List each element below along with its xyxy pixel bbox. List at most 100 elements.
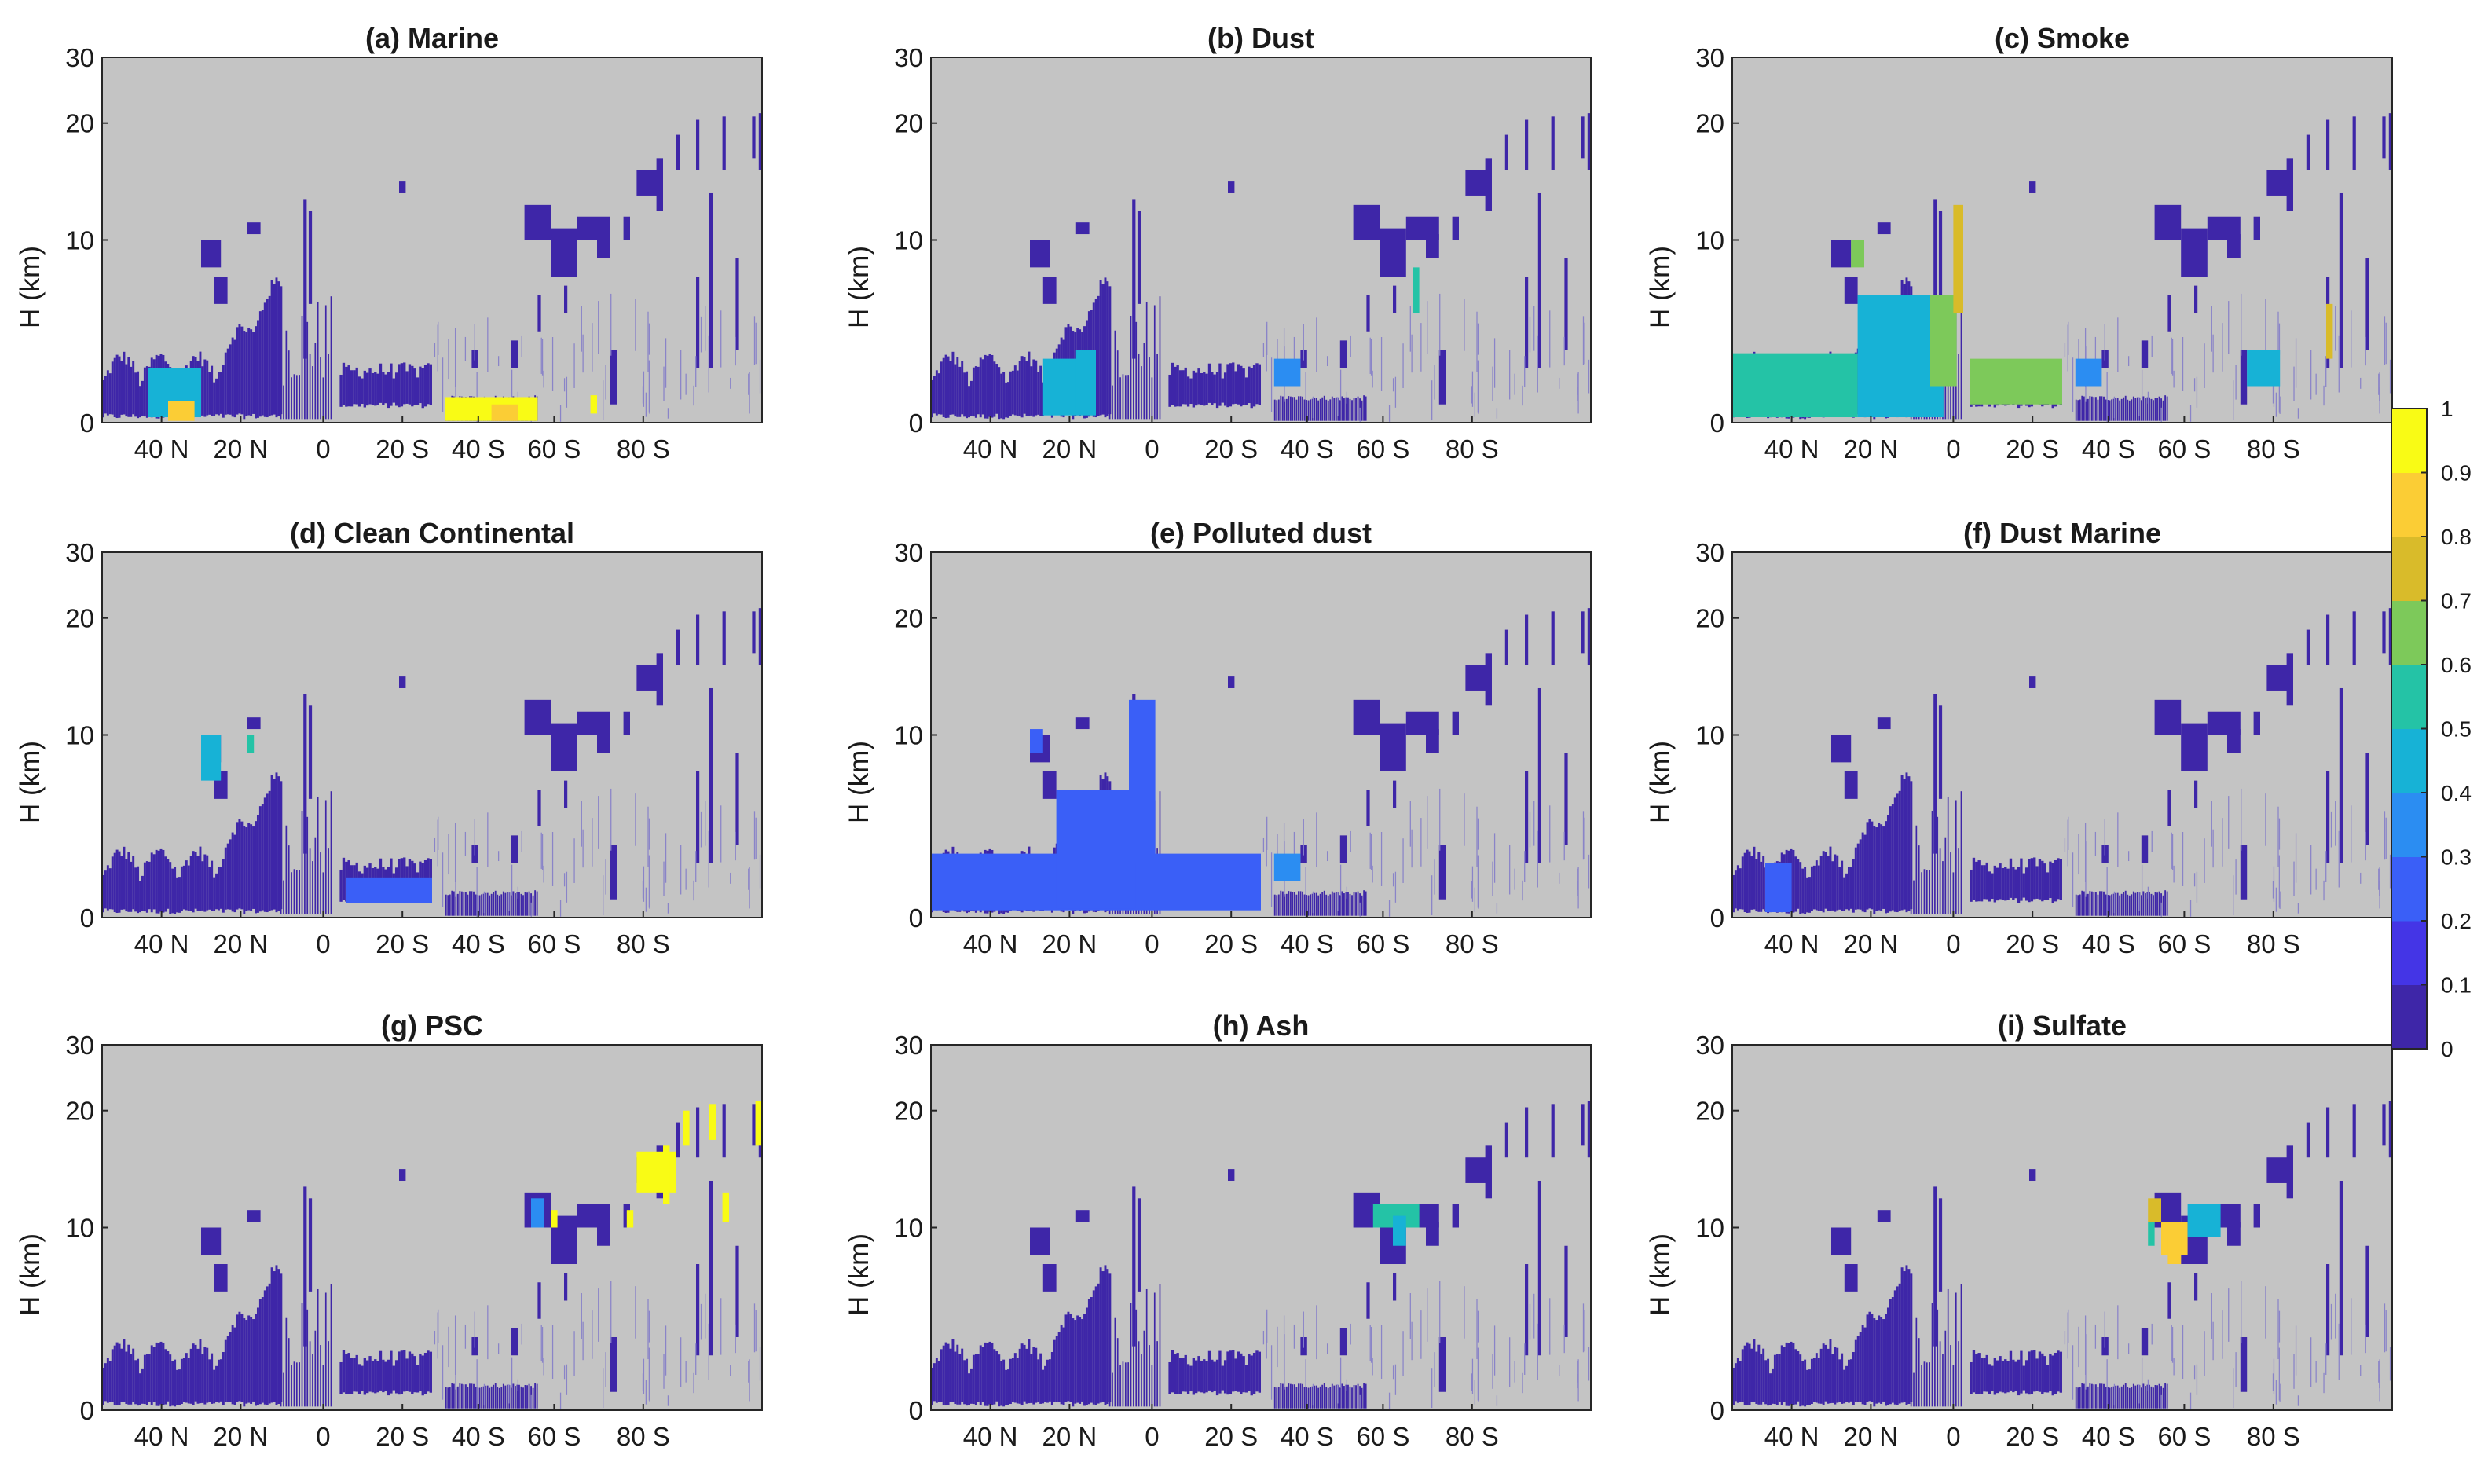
data-cell (2141, 835, 2149, 863)
data-cell (113, 852, 116, 912)
data-cell (1039, 1353, 1042, 1404)
data-cell (2167, 1237, 2182, 1264)
data-cell (581, 1293, 582, 1339)
data-cell (245, 332, 248, 416)
data-cell (1266, 1312, 1267, 1359)
data-cell (649, 396, 650, 414)
x-tick-label: 20 N (214, 1422, 269, 1451)
data-cell (1947, 1288, 1949, 1407)
data-cell (1886, 815, 1889, 913)
data-cell (1438, 1337, 1446, 1392)
data-cell (2365, 258, 2369, 350)
data-cell (1905, 1265, 1908, 1405)
y-tick-label: 0 (1710, 409, 1724, 438)
data-cell (1321, 1384, 1324, 1409)
data-cell (330, 296, 332, 420)
data-cell (258, 311, 262, 417)
data-cell (1060, 1325, 1063, 1405)
data-cell (218, 1359, 220, 1403)
data-cell (2193, 1365, 2196, 1380)
data-cell (108, 868, 112, 910)
data-cell (2140, 895, 2142, 916)
data-cell (1337, 397, 1339, 416)
data-cell (2146, 1384, 2149, 1409)
data-cell (1244, 1365, 1248, 1393)
data-cell (1244, 377, 1248, 405)
data-cell (145, 861, 148, 913)
x-tick-label: 20 N (1042, 929, 1097, 958)
data-cell (1232, 362, 1235, 405)
data-cell (541, 1326, 544, 1363)
data-cell (1081, 1319, 1084, 1402)
data-cell (1285, 398, 1288, 421)
data-cell (1192, 370, 1195, 408)
data-cell (206, 360, 209, 416)
data-cell (2120, 893, 2123, 916)
data-cell (301, 1303, 303, 1407)
data-cell (275, 772, 278, 913)
data-cell (515, 893, 516, 916)
data-cell (1000, 1361, 1003, 1406)
data-cell (1205, 1361, 1208, 1393)
data-cell (2022, 1365, 2025, 1391)
data-cell (304, 321, 306, 420)
data-cell (2228, 1288, 2230, 1342)
data-cell (1753, 846, 1756, 910)
data-cell (540, 832, 542, 869)
data-cell (1094, 299, 1097, 418)
data-cell (130, 366, 133, 417)
data-cell (933, 1363, 936, 1402)
data-cell (2081, 1383, 2083, 1409)
data-cell (1281, 891, 1284, 916)
data-cell (478, 895, 481, 916)
data-cell (355, 1354, 358, 1392)
data-cell (1931, 1303, 1933, 1407)
data-cell (1292, 1384, 1294, 1409)
data-cell (1151, 1365, 1153, 1407)
data-cell (206, 855, 209, 911)
data-cell (353, 1358, 356, 1392)
data-cell (2360, 872, 2362, 884)
data-cell (1394, 1364, 1397, 1395)
data-cell (143, 862, 146, 912)
data-cell (434, 343, 436, 357)
data-cell (320, 1345, 321, 1407)
data-cell (1329, 1387, 1332, 1409)
data-cell (2101, 891, 2103, 916)
data-cell (516, 1384, 518, 1409)
data-cell (1882, 826, 1885, 909)
data-cell (1478, 1383, 1479, 1402)
data-cell (2228, 301, 2230, 354)
data-cell (363, 370, 366, 408)
data-cell (1280, 1383, 1282, 1409)
data-cell (1310, 399, 1312, 421)
data-cell (1350, 335, 1351, 357)
data-cell (1431, 1368, 1433, 1409)
data-cell (398, 364, 401, 408)
data-cell (2278, 360, 2281, 413)
data-cell (536, 891, 538, 916)
data-cell (189, 1348, 192, 1404)
data-cell (1307, 1387, 1310, 1409)
y-tick-label: 20 (894, 604, 923, 633)
data-cell (1420, 323, 1422, 372)
data-cell (961, 361, 964, 415)
data-cell (1732, 874, 1735, 913)
data-cell (2009, 858, 2013, 898)
data-cell (2326, 119, 2330, 170)
data-cell (403, 362, 406, 405)
data-cell (1477, 323, 1479, 355)
data-cell (174, 1359, 177, 1407)
data-cell (2360, 377, 2362, 389)
data-cell (1273, 358, 1301, 387)
data-cell (1868, 1311, 1871, 1402)
data-cell (2286, 158, 2293, 211)
data-cell (1838, 867, 1841, 910)
data-cell (1151, 377, 1153, 420)
data-cell (194, 852, 197, 909)
data-cell (137, 1358, 140, 1406)
data-cell (392, 378, 395, 403)
data-cell (448, 834, 449, 875)
data-cell (1277, 399, 1280, 421)
data-cell (2240, 350, 2248, 405)
